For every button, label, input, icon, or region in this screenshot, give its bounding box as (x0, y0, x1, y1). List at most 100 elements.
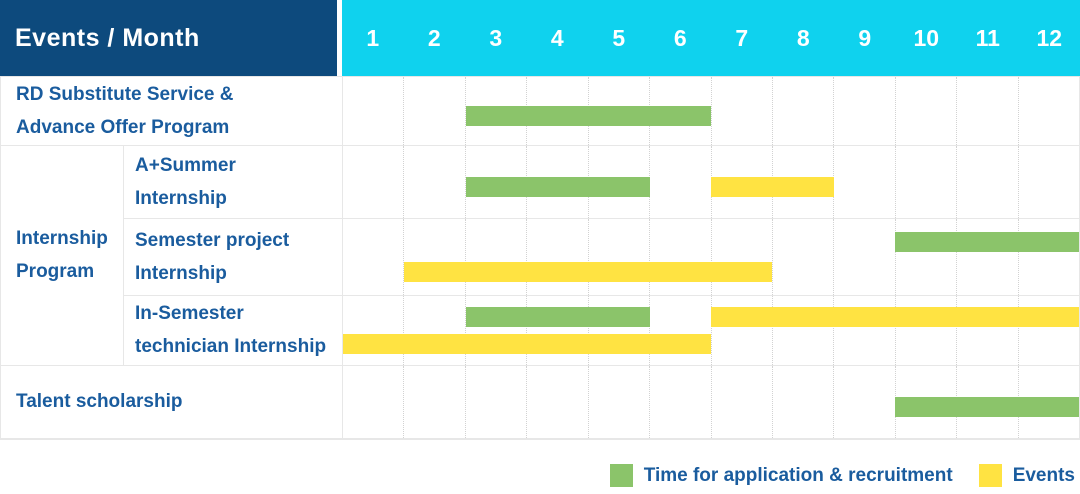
month-grid-column (649, 146, 710, 218)
gantt-bar-events (711, 177, 834, 198)
month-grid-column (833, 366, 894, 438)
sub-row-label-line: Semester project (135, 229, 290, 251)
table-title: Events / Month (15, 23, 200, 52)
month-grid-column (771, 366, 833, 438)
table-body: RD Substitute Service & Advance Offer Pro… (0, 76, 1080, 440)
month-grid-column (526, 296, 587, 365)
row-label-line: Talent scholarship (16, 391, 183, 412)
sub-row-label-line: Internship (135, 187, 227, 209)
month-grid-column (771, 296, 833, 365)
month-header-3: 3 (489, 24, 503, 51)
row-label: Talent scholarship (1, 366, 342, 439)
gantt-bar-recruitment (895, 397, 1079, 418)
month-grid-column (587, 219, 649, 295)
sub-row-label: Semester project Internship (123, 219, 342, 296)
month-header-10: 10 (913, 24, 940, 51)
month-grid-column (464, 219, 526, 295)
month-header-4: 4 (550, 24, 564, 51)
month-grid-column (343, 146, 403, 218)
legend-swatch-recruitment (609, 464, 633, 487)
chart-row (342, 77, 1079, 146)
legend-label-recruitment: Time for application & recruitment (643, 464, 953, 486)
month-header-9: 9 (858, 24, 872, 51)
sub-row-label-line: technician Internship (135, 336, 327, 357)
month-grid-column (833, 296, 894, 365)
month-header-5: 5 (612, 24, 626, 51)
gantt-bar-events (343, 334, 711, 355)
month-grid-column (956, 146, 1017, 218)
month-grid-column (1017, 296, 1079, 365)
month-grid-column (343, 296, 403, 365)
month-header-1: 1 (366, 24, 380, 51)
row-label-line: Advance Offer Program (16, 116, 230, 138)
month-header-12: 12 (1036, 24, 1063, 51)
month-grid-column (956, 296, 1017, 365)
chart-row (342, 366, 1079, 439)
group-label-line: Program (16, 261, 95, 282)
month-grid-column (1017, 219, 1079, 295)
sub-row-label-line: A+Summer (135, 154, 236, 176)
month-header-2: 2 (427, 24, 441, 51)
month-grid-column (343, 366, 403, 438)
month-grid-column (894, 296, 956, 365)
month-grid-column (710, 366, 772, 438)
sub-row-label-line: Internship (135, 262, 227, 284)
month-grid-column (403, 77, 464, 145)
group-label: Internship Program (1, 146, 123, 366)
month-grid-column (464, 296, 526, 365)
sub-row-label-line: In-Semester (135, 303, 244, 324)
group-label-line: Internship (16, 228, 108, 249)
gantt-bar-recruitment (465, 105, 711, 126)
month-grid-column (403, 146, 464, 218)
month-grid-column (464, 146, 526, 218)
table-corner-cell: Events / Month (0, 0, 337, 76)
month-grid-column (649, 366, 710, 438)
legend: Time for application & recruitment Events (609, 464, 1075, 487)
month-header-11: 11 (975, 24, 1000, 51)
legend-item-recruitment: Time for application & recruitment (609, 464, 953, 487)
gantt-bar-recruitment (895, 231, 1079, 252)
row-label: RD Substitute Service & Advance Offer Pro… (1, 77, 342, 146)
legend-label-events: Events (1012, 464, 1075, 486)
legend-item-events: Events (978, 464, 1075, 487)
month-grid-column (649, 219, 710, 295)
sub-row-label: A+Summer Internship (123, 146, 342, 219)
month-grid-column (403, 219, 464, 295)
gantt-bar-recruitment (465, 177, 650, 198)
month-grid-column (894, 146, 956, 218)
month-grid-column (771, 219, 833, 295)
legend-swatch-events (978, 464, 1002, 487)
month-grid-column (403, 366, 464, 438)
row-label-line: RD Substitute Service & (16, 83, 234, 105)
gantt-bar-events (711, 306, 1079, 327)
month-grid-column (464, 366, 526, 438)
month-grid-column (956, 219, 1017, 295)
month-grid-column (587, 366, 649, 438)
month-header-8: 8 (796, 24, 810, 51)
gantt-bar-events (404, 262, 773, 283)
month-grid-column (526, 366, 587, 438)
month-grid-column (894, 77, 956, 145)
month-grid-column (464, 77, 526, 145)
chart-row (342, 146, 1079, 219)
month-grid-column (343, 77, 403, 145)
month-grid-column (649, 296, 710, 365)
month-grid-column (526, 219, 587, 295)
month-grid-column (1017, 146, 1079, 218)
month-grid-column (1017, 77, 1079, 145)
month-grid-column (956, 77, 1017, 145)
month-grid-column (833, 146, 894, 218)
month-grid-column (587, 296, 649, 365)
gantt-bar-recruitment (465, 306, 650, 327)
month-grid-column (771, 77, 833, 145)
month-grid-column (710, 77, 772, 145)
chart-row (342, 296, 1079, 366)
month-grid-column (710, 219, 772, 295)
chart-row (342, 219, 1079, 296)
month-grid-column (710, 296, 772, 365)
sub-row-label: In-Semester technician Internship (123, 296, 342, 366)
month-grid-column (403, 296, 464, 365)
month-header-row: 1 2 3 4 5 6 7 8 9 10 11 12 (342, 0, 1080, 76)
month-grid-column (833, 219, 894, 295)
